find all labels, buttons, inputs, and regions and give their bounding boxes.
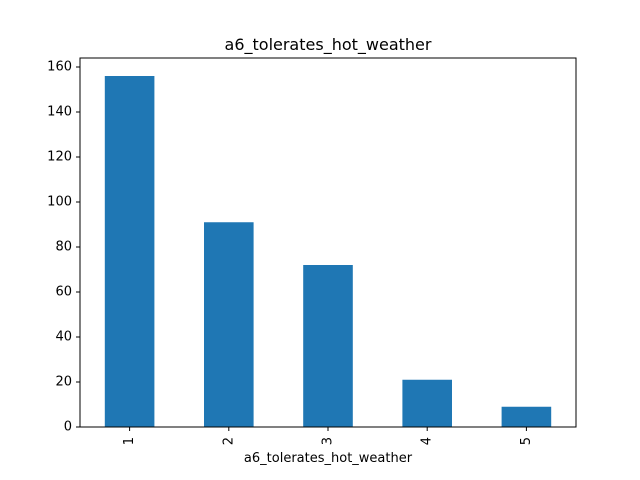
- plot-area-frame: [79, 57, 577, 428]
- x-tick-label: 2: [221, 437, 236, 445]
- y-tick-label: 20: [55, 375, 72, 390]
- x-tick-label: 3: [321, 437, 336, 445]
- x-axis-ticks: 1 2 3 4 5: [122, 427, 534, 445]
- y-tick-label: 160: [47, 60, 72, 75]
- y-tick-label: 140: [47, 105, 72, 120]
- bar-5: [501, 406, 552, 427]
- y-tick-label: 40: [55, 330, 72, 345]
- y-tick-label: 60: [55, 285, 72, 300]
- x-tick-label: 1: [122, 437, 137, 445]
- bars-layer: [104, 76, 552, 427]
- x-tick-label: 4: [420, 437, 435, 445]
- y-tick-label: 0: [64, 420, 72, 435]
- bar-3: [303, 265, 353, 427]
- y-tick-label: 100: [47, 195, 72, 210]
- bar-4: [402, 379, 452, 427]
- y-tick-label: 120: [47, 150, 72, 165]
- y-axis-ticks: 0 20 40 60 80 100 120 140 160: [47, 60, 80, 435]
- chart-title: a6_tolerates_hot_weather: [225, 35, 432, 55]
- bar-2: [204, 222, 254, 427]
- bar-1: [104, 76, 155, 427]
- x-axis-label: a6_tolerates_hot_weather: [244, 451, 413, 466]
- x-tick-label: 5: [519, 437, 534, 445]
- y-tick-label: 80: [55, 240, 72, 255]
